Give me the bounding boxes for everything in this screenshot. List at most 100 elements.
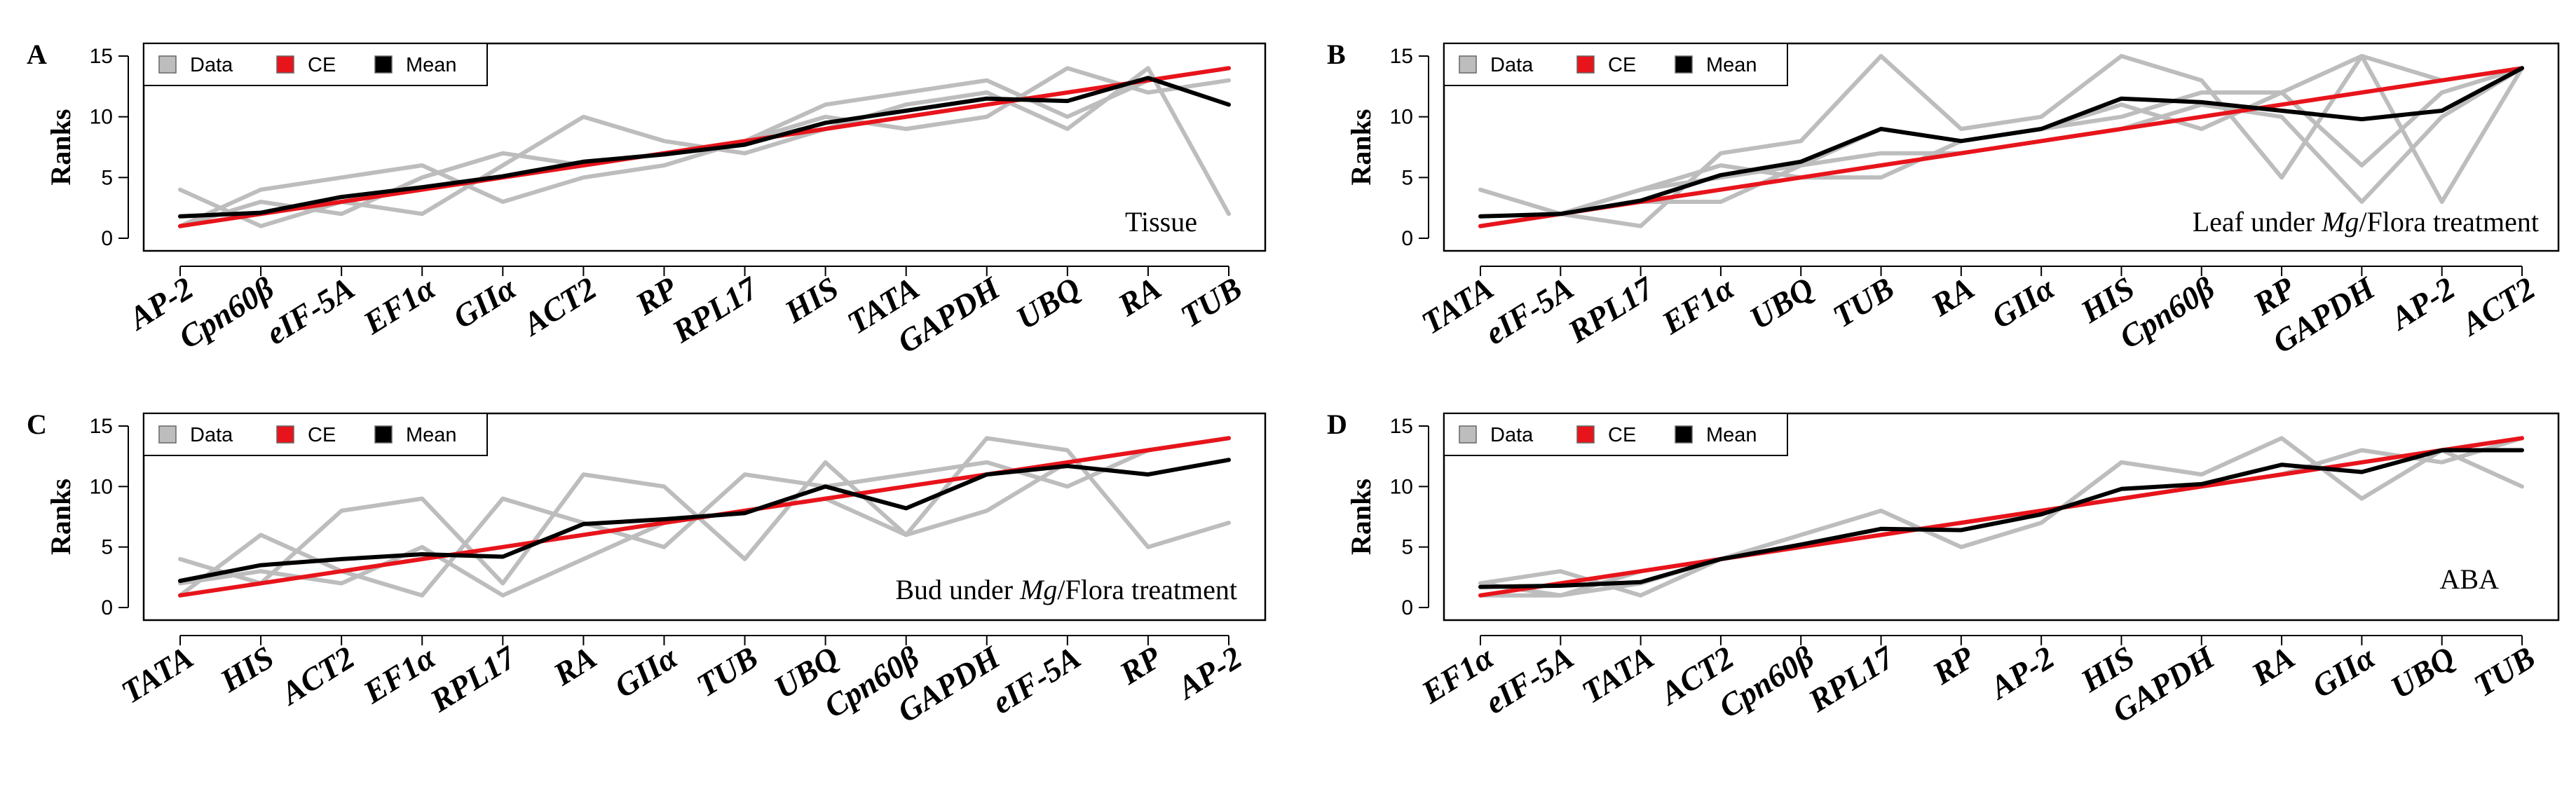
legend-swatch-data xyxy=(158,425,177,444)
annotation-part: /Flora treatment xyxy=(2359,206,2539,238)
plot-frame xyxy=(1443,42,2560,252)
legend-swatch-mean xyxy=(1675,55,1693,74)
y-tick-label: 10 xyxy=(1390,475,1413,498)
x-tick-label: RP xyxy=(1112,639,1167,692)
series-line-mean xyxy=(1478,66,2524,219)
x-tick-label: EF1α xyxy=(357,269,442,341)
x-tick-label: RP xyxy=(1926,639,1980,692)
x-tick-label: GIIα xyxy=(447,269,522,335)
series-line-ce xyxy=(178,66,1231,228)
panel-d: D051015RanksEF1αeIF-5ATATAACT2Cpn60βRPL1… xyxy=(1327,409,2560,729)
x-tick-label: eIF-5A xyxy=(1479,270,1580,351)
legend-box xyxy=(1443,43,1788,86)
panel-letter: B xyxy=(1327,39,1346,70)
panel-letter: D xyxy=(1327,409,1347,440)
x-tick-label: HIS xyxy=(213,639,280,699)
x-tick-label: Cpn60β xyxy=(172,270,280,355)
legend-swatch-data xyxy=(1459,55,1477,74)
y-tick-label: 15 xyxy=(90,415,113,438)
y-tick-label: 0 xyxy=(101,596,113,619)
series-line-ce xyxy=(1478,66,2524,228)
series-line-data xyxy=(178,436,1231,586)
x-tick-label: TUB xyxy=(1174,270,1248,334)
annotation-part: Mg xyxy=(1019,574,1057,605)
legend-label-ce: CE xyxy=(308,424,336,446)
legend-label-mean: Mean xyxy=(1706,424,1757,446)
series-line-ce xyxy=(1478,436,2524,598)
x-tick-label: EF1α xyxy=(1655,269,1740,341)
legend-label-data: Data xyxy=(190,424,233,446)
x-tick-label: ACT2 xyxy=(273,639,361,712)
x-tick-label: eIF-5A xyxy=(1479,639,1580,720)
panel-annotation: Bud under Mg/Flora treatment xyxy=(895,574,1237,605)
legend-box xyxy=(143,413,488,456)
x-tick-label: eIF-5A xyxy=(259,270,360,351)
y-tick-label: 5 xyxy=(1401,166,1413,189)
panel-annotation: Leaf under Mg/Flora treatment xyxy=(2193,206,2539,238)
x-tick-label: RPL17 xyxy=(665,269,765,350)
x-tick-label: RA xyxy=(2244,639,2301,692)
legend-swatch-mean xyxy=(1675,425,1693,444)
y-tick-label: 15 xyxy=(1390,415,1413,438)
plot-frame xyxy=(142,412,1267,622)
legend-box xyxy=(1443,413,1788,456)
y-tick-label: 15 xyxy=(90,45,113,68)
series-line-mean xyxy=(178,458,1231,583)
x-tick-label: UBQ xyxy=(1010,270,1086,336)
y-tick-label: 0 xyxy=(1401,596,1413,619)
series-line-data xyxy=(1478,436,2524,598)
x-tick-label: RA xyxy=(547,639,603,692)
legend-label-mean: Mean xyxy=(1706,54,1757,76)
x-tick-label: UBQ xyxy=(1743,270,1820,336)
x-tick-label: EF1α xyxy=(357,638,442,711)
legend-label-data: Data xyxy=(190,54,233,76)
y-tick-label: 10 xyxy=(1390,106,1413,129)
legend-label-data: Data xyxy=(1490,424,1534,446)
x-tick-label: eIF-5A xyxy=(986,639,1086,720)
legend-label-mean: Mean xyxy=(406,424,457,446)
legend-label-mean: Mean xyxy=(406,54,457,76)
x-tick-label: AP-2 xyxy=(2383,270,2461,337)
y-tick-label: 5 xyxy=(1401,536,1413,559)
y-axis-label: Ranks xyxy=(1345,479,1377,555)
legend-swatch-data xyxy=(158,55,177,74)
annotation-part: Mg xyxy=(2321,206,2359,238)
series-line-mean xyxy=(178,76,1231,219)
y-tick-label: 0 xyxy=(101,227,113,250)
x-tick-label: TUB xyxy=(2467,639,2541,704)
legend-label-ce: CE xyxy=(1608,54,1636,76)
x-tick-label: RPL17 xyxy=(1801,638,1901,719)
x-tick-label: RA xyxy=(1924,270,1980,323)
series-line-mean xyxy=(1478,448,2524,589)
panel-annotation: ABA xyxy=(2440,563,2500,595)
legend-swatch-ce xyxy=(276,425,294,444)
x-tick-label: TUB xyxy=(690,639,764,704)
y-axis-label: Ranks xyxy=(1345,109,1377,186)
x-tick-label: GIIα xyxy=(2306,638,2382,704)
legend-swatch-ce xyxy=(1576,425,1595,444)
y-tick-label: 5 xyxy=(101,166,113,189)
x-tick-label: ACT2 xyxy=(2453,270,2541,343)
legend-swatch-ce xyxy=(276,55,294,74)
panel-letter: C xyxy=(27,409,47,440)
legend-label-ce: CE xyxy=(1608,424,1636,446)
y-tick-label: 10 xyxy=(90,106,113,129)
annotation-part: /Flora treatment xyxy=(1057,574,1237,605)
y-tick-label: 0 xyxy=(1401,227,1413,250)
legend-swatch-ce xyxy=(1576,55,1595,74)
legend-swatch-mean xyxy=(374,55,393,74)
legend-label-data: Data xyxy=(1490,54,1534,76)
x-tick-label: RPL17 xyxy=(423,638,523,719)
x-tick-label: AP-2 xyxy=(1982,639,2061,706)
series-line-data xyxy=(178,66,1231,228)
panel-letter: A xyxy=(27,39,47,70)
x-tick-label: TUB xyxy=(1827,270,1900,334)
x-tick-label: RA xyxy=(1111,270,1167,323)
y-tick-label: 5 xyxy=(101,536,113,559)
y-tick-label: 15 xyxy=(1390,45,1413,68)
x-tick-label: UBQ xyxy=(2385,639,2461,706)
